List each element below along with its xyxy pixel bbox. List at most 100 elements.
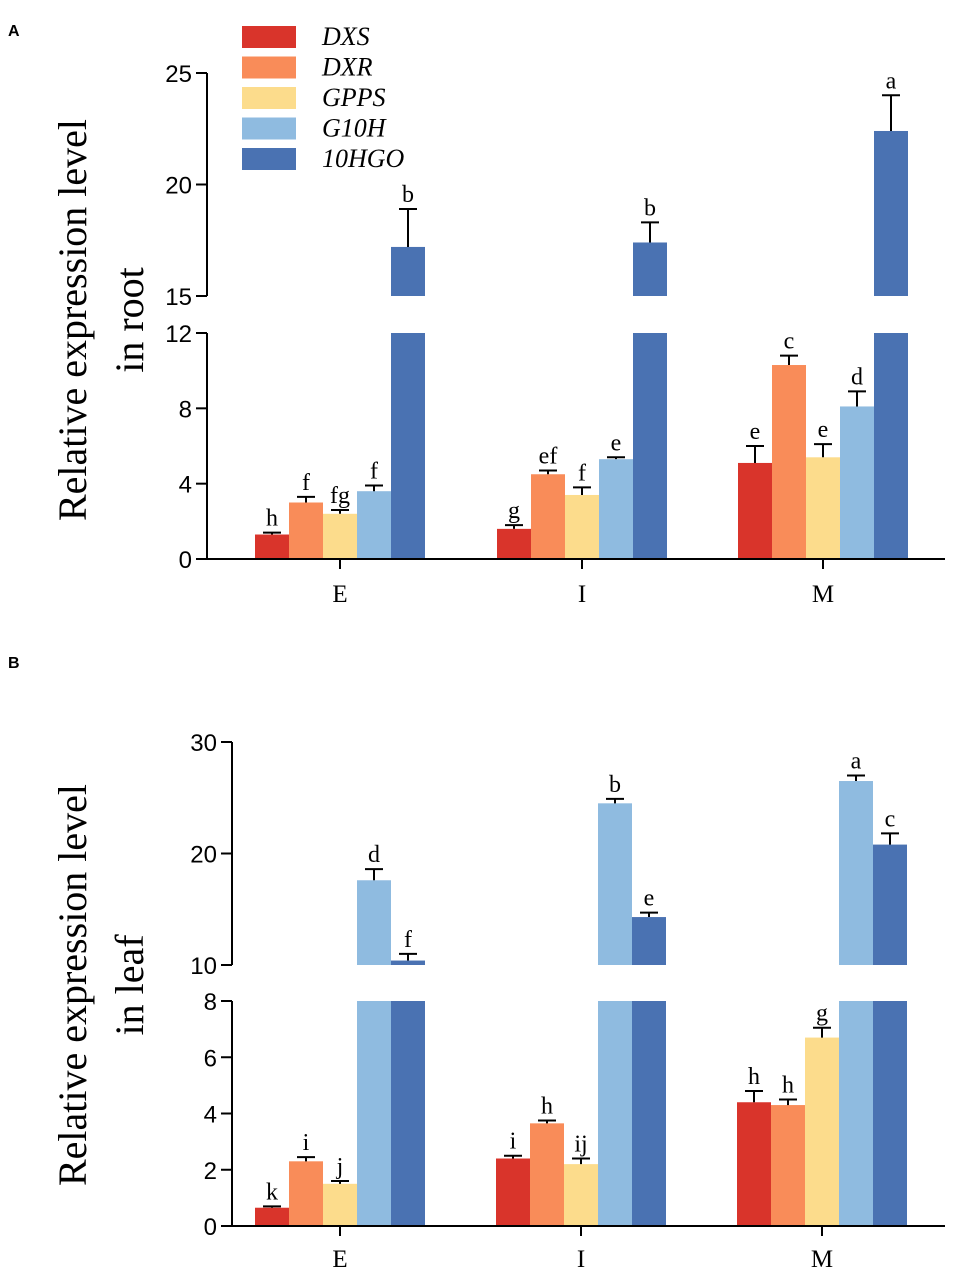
panel-a-gpps-e-sig-label: fg <box>330 483 350 509</box>
panel-a-dxs-m-errorbar <box>746 446 764 463</box>
panel-b-gpps-i-sig-label: ij <box>574 1132 587 1158</box>
panel-b-category-label-m: M <box>811 1246 833 1273</box>
panel-a-ytick-label-4: 4 <box>179 472 192 499</box>
panel-a-category-label-m: M <box>812 581 834 608</box>
panel-a-gpps-i-errorbar <box>573 487 591 495</box>
panel-b-g10h-i-errorbar <box>606 799 624 803</box>
panel-b-10hgo-i-sig-label: e <box>644 886 655 912</box>
panel-a-dxr-i-errorbar <box>539 470 557 474</box>
panel-a-ytick-label-0: 0 <box>179 547 192 574</box>
panel-b-10hgo-m-errorbar <box>881 833 899 844</box>
panel-a-dxr-m-sig-label: c <box>784 329 795 355</box>
panel-b-gpps-m-sig-label: g <box>816 1001 828 1027</box>
panel-a-10hgo-e-bar-lower <box>391 333 425 559</box>
panel-b-gpps-m-errorbar <box>813 1028 831 1038</box>
panel-b-dxs-i-bar <box>496 1159 530 1227</box>
legend-label-dxr: DXR <box>321 53 373 82</box>
panel-a-dxr-e-errorbar <box>297 497 315 503</box>
panel-b-gpps-m-bar <box>805 1038 839 1226</box>
panel-b-ytick-label-8: 8 <box>204 989 217 1016</box>
panel-b-gpps-e-sig-label: j <box>336 1154 344 1180</box>
panel-a-ytick-label-25: 25 <box>165 61 192 88</box>
panel-b-ytick-label-2: 2 <box>204 1158 217 1185</box>
panel-a-ytick-label-15: 15 <box>165 284 192 311</box>
panel-a-dxr-m-bar <box>772 365 806 559</box>
panel-a-gpps-e-bar <box>323 514 357 559</box>
panel-b-dxr-m-bar <box>771 1105 805 1226</box>
panel-b-dxs-e-bar <box>255 1208 289 1226</box>
panel-a-g10h-e-bar <box>357 491 391 559</box>
panel-b-dxr-i-errorbar <box>538 1121 556 1124</box>
panel-b-dxr-e-errorbar <box>297 1157 315 1161</box>
panel-b-gpps-e-bar <box>323 1184 357 1226</box>
panel-b-g10h-i-bar-lower <box>598 1001 632 1226</box>
panel-a-g10h-m-errorbar <box>848 391 866 406</box>
panel-a-10hgo-i-errorbar <box>641 222 659 242</box>
panel-a-dxs-i-bar <box>497 529 531 559</box>
panel-b-g10h-m-errorbar <box>847 775 865 781</box>
panel-a-10hgo-m-errorbar <box>882 95 900 131</box>
panel-b-dxr-m-sig-label: h <box>782 1072 794 1098</box>
panel-b-ylabel-line2: in leaf <box>107 934 152 1036</box>
legend-swatch-10hgo <box>242 148 296 170</box>
panel-a-ylabel-line1: Relative expression level <box>50 119 95 521</box>
panel-b-10hgo-e-errorbar <box>399 954 417 961</box>
panel-a-dxr-m-errorbar <box>780 356 798 365</box>
panel-b-ytick-label-0: 0 <box>204 1214 217 1241</box>
panel-a-10hgo-i-bar-lower <box>633 333 667 559</box>
panel-a-dxs-m-bar <box>738 463 772 559</box>
panel-a-g10h-i-bar <box>599 459 633 559</box>
panel-b-g10h-e-sig-label: d <box>368 842 380 868</box>
panel-b-gpps-e-errorbar <box>331 1181 349 1184</box>
panel-a-g10h-m-bar <box>840 406 874 559</box>
panel-b-g10h-m-sig-label: a <box>851 748 862 774</box>
legend-label-10hgo: 10HGO <box>322 144 405 173</box>
panel-b-10hgo-i-errorbar <box>640 913 658 917</box>
panel-b-g10h-i-sig-label: b <box>609 772 621 798</box>
panel-a-10hgo-e-bar <box>391 247 425 296</box>
panel-b-10hgo-e-bar <box>391 961 425 965</box>
legend-swatch-dxs <box>242 26 296 48</box>
panel-b-dxr-m-errorbar <box>779 1099 797 1105</box>
panel-b-g10h-e-errorbar <box>365 869 383 880</box>
panel-b-category-label-i: I <box>577 1246 585 1273</box>
legend-label-g10h: G10H <box>322 114 387 143</box>
panel-b-dxs-e-errorbar <box>263 1206 281 1207</box>
panel-b-g10h-e-bar <box>357 880 391 965</box>
panel-a-dxs-i-errorbar <box>505 525 523 529</box>
panel-b-g10h-m-bar <box>839 781 873 965</box>
panel-a-dxr-i-bar <box>531 474 565 559</box>
panel-a-category-label-i: I <box>578 581 586 608</box>
panel-a-dxr-e-sig-label: f <box>302 470 310 496</box>
figure: A B Relative expression level in root Re… <box>0 0 957 1279</box>
panel-a-gpps-m-errorbar <box>814 444 832 457</box>
panel-a-ytick-label-8: 8 <box>179 396 192 423</box>
panel-b-ytick-label-4: 4 <box>204 1102 217 1129</box>
panel-b-g10h-i-bar <box>598 803 632 965</box>
panel-a-dxs-e-sig-label: h <box>266 506 278 532</box>
panel-a-dxs-i-sig-label: g <box>508 498 520 524</box>
panel-a-gpps-m-bar <box>806 457 840 559</box>
legend-label-dxs: DXS <box>321 22 370 51</box>
panel-a-dxs-e-bar <box>255 535 289 559</box>
panel-b-category-label-e: E <box>332 1246 347 1273</box>
panel-a-10hgo-e-sig-label: b <box>402 182 414 208</box>
legend-label-gpps: GPPS <box>322 83 386 112</box>
panel-b-g10h-m-bar-lower <box>839 1001 873 1226</box>
panel-b-dxs-e-sig-label: k <box>266 1179 278 1205</box>
panel-b-10hgo-m-bar <box>873 845 907 965</box>
panel-a-10hgo-m-bar <box>874 131 908 296</box>
panel-b-letter: B <box>8 655 20 672</box>
panel-a-gpps-i-sig-label: f <box>578 460 586 486</box>
panel-b-10hgo-m-bar-lower <box>873 1001 907 1226</box>
panel-b-dxr-e-bar <box>289 1161 323 1226</box>
legend-swatch-dxr <box>242 57 296 79</box>
panel-a-g10h-e-sig-label: f <box>370 459 378 485</box>
panel-b-ylabel-line1: Relative expression level <box>50 784 95 1186</box>
panel-b-ytick-label-20: 20 <box>190 842 217 869</box>
panel-b-gpps-i-errorbar <box>572 1159 590 1165</box>
panel-a-g10h-e-errorbar <box>365 486 383 492</box>
panel-a-gpps-m-sig-label: e <box>818 417 829 443</box>
